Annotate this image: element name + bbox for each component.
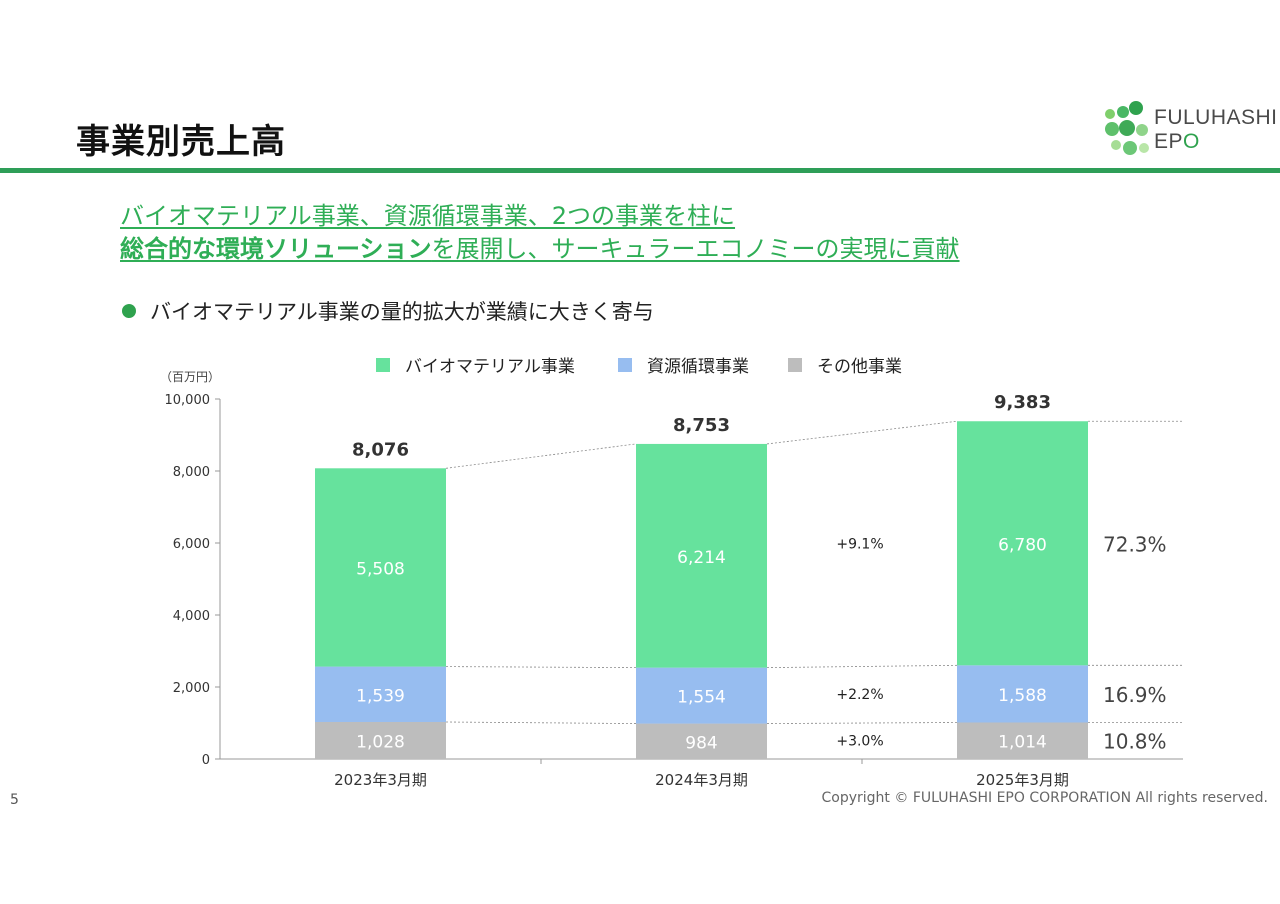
bar-segment — [957, 665, 1088, 723]
page-number: 5 — [10, 792, 19, 808]
legend-swatch — [376, 358, 390, 372]
copyright: Copyright © FULUHASHI EPO CORPORATION Al… — [821, 790, 1268, 806]
bullet-dot-icon — [122, 304, 136, 318]
total-label: 9,383 — [994, 392, 1051, 413]
bar-segment — [636, 443, 767, 668]
total-label: 8,076 — [352, 439, 409, 460]
share-label: 72.3% — [1103, 532, 1167, 556]
y-tick-label: 8,000 — [173, 465, 210, 480]
x-tick-label: 2024年3月期 — [655, 771, 748, 789]
bar-value-label: 1,539 — [356, 686, 405, 706]
y-tick-label: 4,000 — [173, 609, 210, 624]
connector-line — [766, 722, 958, 724]
bar-segment — [957, 722, 1088, 759]
bar-value-label: 1,014 — [998, 733, 1047, 753]
logo-line1: FULUHASHI — [1154, 106, 1278, 129]
bar-segment — [315, 468, 446, 667]
bar-segment — [957, 421, 1088, 666]
x-tick-label: 2023年3月期 — [334, 771, 427, 789]
legend-swatch — [788, 358, 802, 372]
headline: バイオマテリアル事業、資源循環事業、2つの事業を柱に 総合的な環境ソリューション… — [120, 200, 960, 266]
legend-label: バイオマテリアル事業 — [405, 357, 575, 377]
headline-line1: バイオマテリアル事業、資源循環事業、2つの事業を柱に — [120, 202, 736, 230]
bar-value-label: 1,554 — [677, 688, 726, 708]
bar-value-label: 5,508 — [356, 559, 405, 579]
share-label: 10.8% — [1103, 730, 1167, 754]
stacked-bar-chart: バイオマテリアル事業 資源循環事業 その他事業 （百万円） 0 2,000 4,000 6,0… — [160, 357, 1183, 789]
growth-label: +3.0% — [836, 734, 883, 750]
logo-mark-icon — [1105, 101, 1149, 155]
bar-segment — [636, 667, 767, 724]
bar-segment — [315, 666, 446, 722]
logo-text: FULUHASHI EPO — [1154, 106, 1278, 154]
connector-line — [766, 420, 958, 445]
y-tick-label: 6,000 — [173, 537, 210, 552]
y-unit-label: （百万円） — [160, 370, 220, 384]
connector-line — [445, 721, 637, 724]
headline-line2: 総合的な環境ソリューションを展開し、サーキュラーエコノミーの実現に貢献 — [120, 233, 960, 266]
x-tick-label: 2025年3月期 — [976, 771, 1069, 789]
connector-line — [766, 664, 958, 669]
legend-label: その他事業 — [817, 357, 902, 377]
bar-value-label: 984 — [685, 733, 717, 753]
title-rule — [0, 168, 1280, 173]
total-label: 8,753 — [673, 415, 730, 436]
company-logo: FULUHASHI EPO — [1098, 96, 1277, 162]
bar-value-label: 6,780 — [998, 535, 1047, 555]
headline-line2-bold: 総合的な環境ソリューション — [120, 235, 432, 263]
legend-swatch — [618, 358, 632, 372]
bullet-text: バイオマテリアル事業の量的拡大が業績に大きく寄与 — [150, 300, 654, 324]
bar-value-label: 6,214 — [677, 548, 726, 568]
logo-line2-accent: O — [1183, 130, 1200, 153]
logo-line2-prefix: EP — [1154, 130, 1184, 153]
y-tick-label: 0 — [202, 753, 210, 768]
connector-line — [445, 443, 637, 469]
legend-label: 資源循環事業 — [647, 357, 749, 377]
bullet-point: バイオマテリアル事業の量的拡大が業績に大きく寄与 — [122, 296, 654, 326]
bar-segment — [636, 723, 767, 759]
share-label: 16.9% — [1103, 683, 1167, 707]
bar-value-label: 1,588 — [998, 686, 1047, 706]
y-tick-label: 10,000 — [165, 393, 211, 408]
page-title: 事業別売上高 — [76, 122, 286, 162]
y-tick-label: 2,000 — [173, 681, 210, 696]
logo-line2: EPO — [1154, 130, 1278, 154]
bar-segment — [315, 721, 446, 759]
growth-label: +9.1% — [836, 536, 883, 552]
headline-line2-rest: を展開し、サーキュラーエコノミーの実現に貢献 — [431, 235, 960, 263]
connector-line — [445, 666, 637, 669]
growth-label: +2.2% — [836, 687, 883, 703]
bar-value-label: 1,028 — [356, 732, 405, 752]
